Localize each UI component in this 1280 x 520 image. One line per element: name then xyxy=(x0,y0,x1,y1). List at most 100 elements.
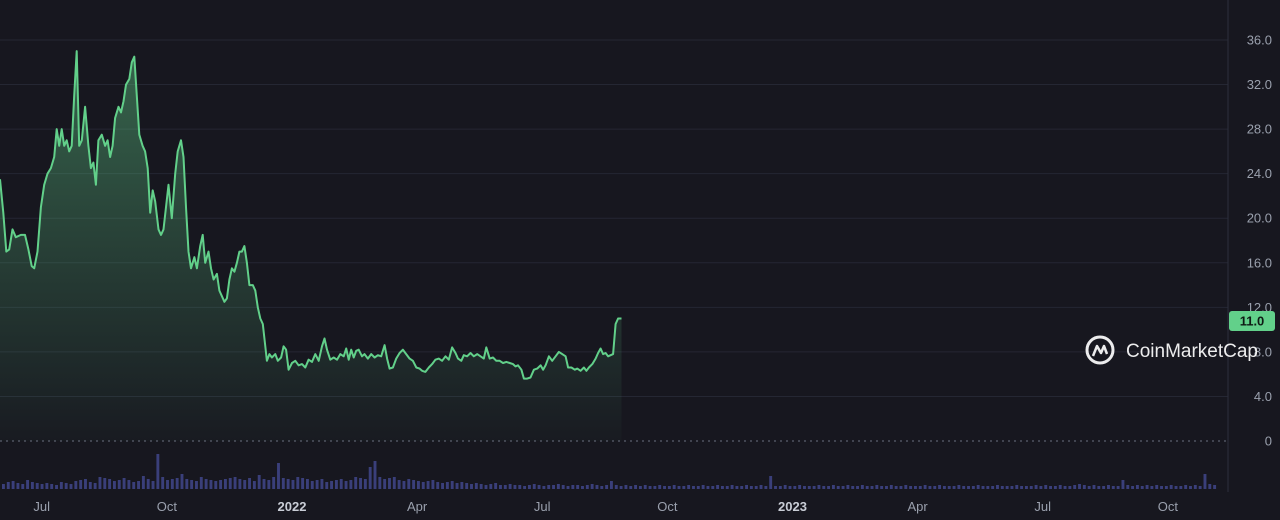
volume-bar xyxy=(2,484,5,489)
y-tick-label: 36.0 xyxy=(1247,33,1272,48)
volume-bar xyxy=(899,486,903,489)
volume-bar xyxy=(436,482,440,489)
x-tick-label: Oct xyxy=(1158,499,1179,514)
volume-bar xyxy=(69,484,73,489)
volume-bar xyxy=(421,482,425,489)
x-tick-label: Oct xyxy=(657,499,678,514)
volume-bar xyxy=(223,479,227,489)
volume-bar xyxy=(79,480,83,489)
volume-bar xyxy=(291,480,295,489)
volume-bar xyxy=(132,482,136,489)
volume-bar xyxy=(986,486,990,489)
coinmarketcap-watermark: CoinMarketCap xyxy=(1085,335,1258,365)
volume-bar xyxy=(310,481,314,489)
volume-bar xyxy=(1179,486,1183,489)
volume-bar xyxy=(537,485,541,489)
volume-bar xyxy=(465,483,469,489)
y-tick-label: 20.0 xyxy=(1247,211,1272,226)
volume-bar xyxy=(754,486,758,489)
volume-bar xyxy=(499,485,502,489)
volume-bar xyxy=(257,475,261,489)
volume-bar xyxy=(856,486,859,489)
volume-bar xyxy=(561,485,565,489)
volume-bar xyxy=(1145,485,1149,489)
volume-bar xyxy=(45,483,49,489)
volume-bar xyxy=(248,478,251,489)
volume-bar xyxy=(629,486,633,489)
volume-bar xyxy=(952,486,956,489)
volume-bar xyxy=(532,484,536,489)
volume-bar xyxy=(749,486,753,489)
volume-bar xyxy=(252,481,256,489)
volume-bar xyxy=(836,486,840,489)
volume-bar xyxy=(1082,485,1086,489)
volume-bar xyxy=(1184,485,1188,489)
volume-bar xyxy=(199,477,203,489)
volume-bar xyxy=(518,485,522,489)
volume-bar xyxy=(219,480,223,489)
price-area-fill xyxy=(0,51,622,441)
volume-bar xyxy=(141,476,145,489)
volume-bar xyxy=(556,484,560,489)
volume-bar xyxy=(1005,486,1009,489)
volume-bar xyxy=(392,477,396,489)
volume-bar xyxy=(320,479,324,489)
volume-bar xyxy=(1160,486,1163,489)
volume-bar xyxy=(571,485,575,489)
volume-bar xyxy=(1078,484,1081,489)
volume-bar xyxy=(344,481,348,489)
volume-bar xyxy=(190,480,194,489)
volume-bar xyxy=(614,485,618,489)
volume-bar xyxy=(552,485,555,489)
volume-bar xyxy=(238,479,242,489)
volume-bar xyxy=(542,486,546,489)
volume-bar xyxy=(933,486,937,489)
volume-bar xyxy=(1135,485,1139,489)
volume-bar xyxy=(513,485,517,489)
volume-bar xyxy=(889,485,893,489)
volume-bar xyxy=(397,480,401,489)
volume-bar xyxy=(441,483,445,489)
volume-bar xyxy=(402,481,406,489)
volume-bar xyxy=(962,486,966,489)
x-tick-label: Jul xyxy=(1034,499,1051,514)
volume-bar xyxy=(672,485,676,489)
volume-bar xyxy=(928,486,932,489)
volume-bar xyxy=(914,486,917,489)
y-tick-label: 32.0 xyxy=(1247,77,1272,92)
y-tick-label: 0 xyxy=(1265,434,1272,449)
volume-bar xyxy=(817,485,821,489)
volume-bar xyxy=(30,482,34,489)
volume-bar xyxy=(634,485,638,489)
volume-bar xyxy=(1131,486,1135,489)
volume-bar xyxy=(11,481,15,489)
volume-bar xyxy=(778,486,782,489)
volume-bar xyxy=(243,480,247,489)
volume-bar xyxy=(566,486,570,489)
volume-bar xyxy=(875,485,879,489)
last-value-label: 11.0 xyxy=(1240,314,1265,329)
volume-bar xyxy=(450,481,454,489)
volume-bar xyxy=(88,482,92,489)
volume-bar xyxy=(330,481,334,489)
volume-bar xyxy=(151,481,155,489)
volume-bar xyxy=(904,485,908,489)
volume-bar xyxy=(180,474,184,489)
volume-bar xyxy=(489,484,493,489)
volume-bar xyxy=(137,481,141,489)
volume-bar xyxy=(21,484,25,489)
volume-bar xyxy=(272,477,276,489)
volume-bar xyxy=(971,486,975,489)
volume-bar xyxy=(663,486,666,489)
volume-bar xyxy=(643,485,647,489)
volume-bar xyxy=(339,479,343,489)
volume-bar xyxy=(407,479,411,489)
volume-bar xyxy=(1107,485,1110,489)
volume-bar xyxy=(976,485,980,489)
volume-bar xyxy=(1140,486,1144,489)
last-value-badge xyxy=(1229,311,1275,331)
volume-bar xyxy=(527,485,531,489)
volume-bar xyxy=(1097,486,1101,489)
volume-bar xyxy=(431,480,435,489)
volume-bar xyxy=(677,486,681,489)
